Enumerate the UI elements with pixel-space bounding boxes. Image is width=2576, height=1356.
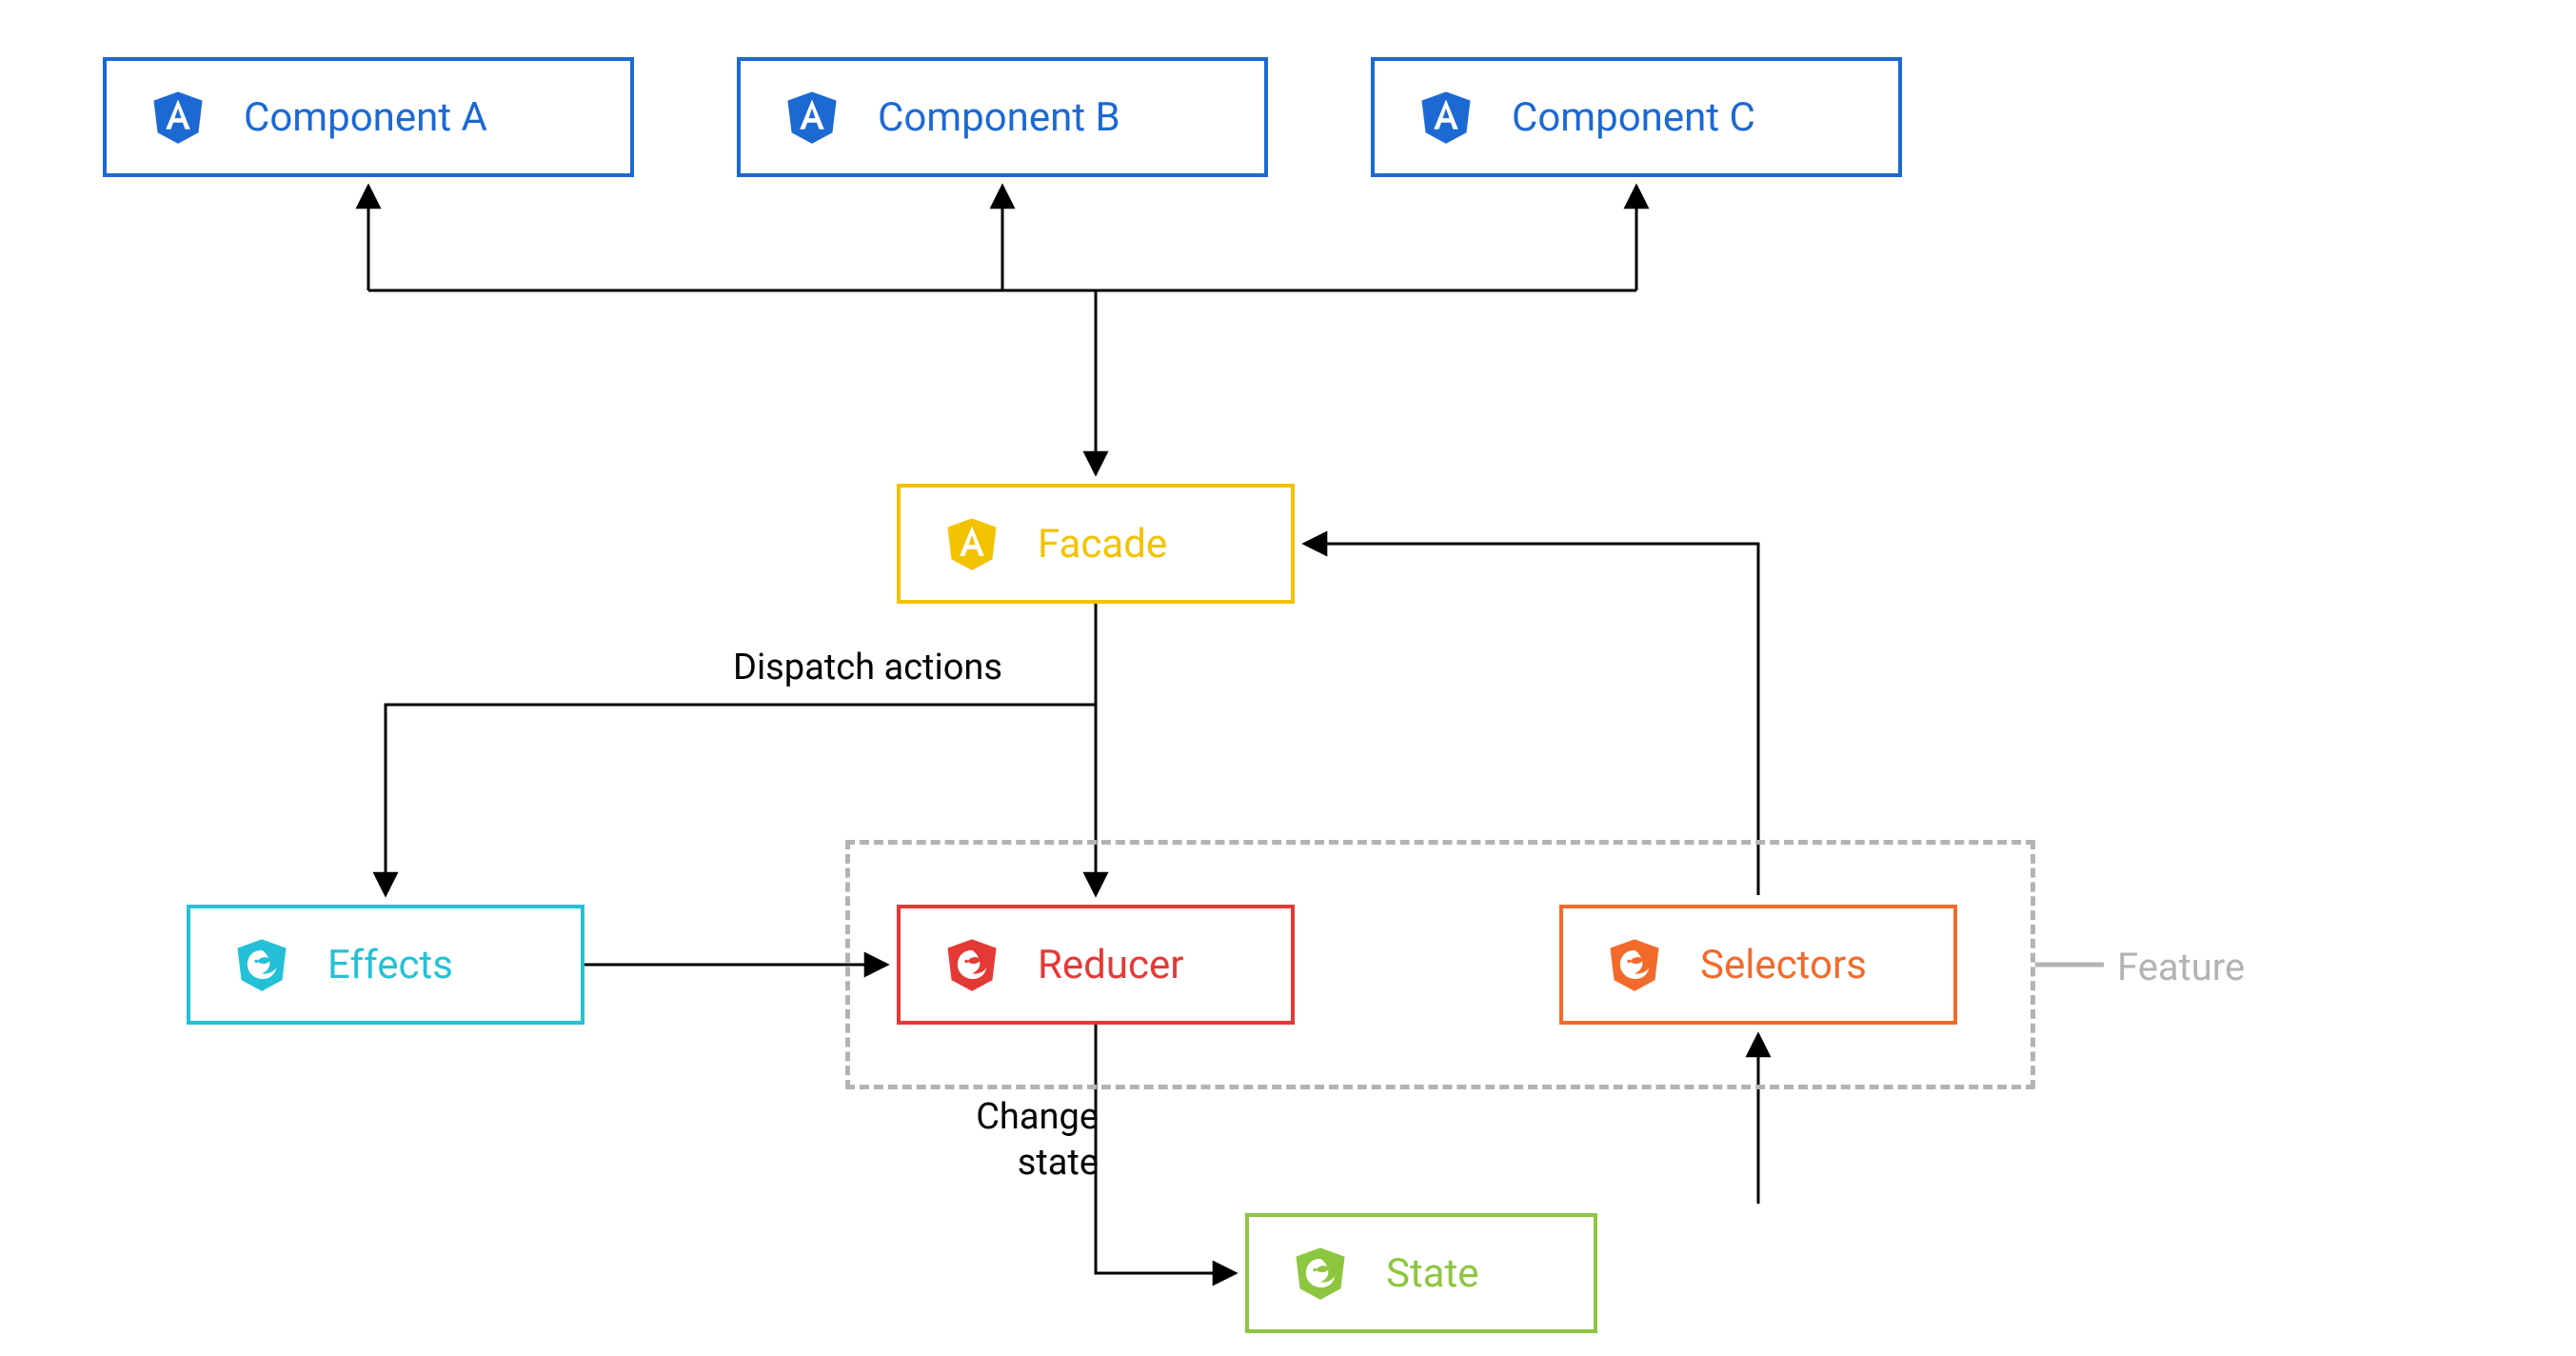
ngrx-icon [1607,937,1662,992]
angular-icon [150,90,206,145]
edge-label-change: Change state [956,1095,1099,1186]
connections-layer [0,0,2576,1356]
angular-icon [784,90,840,145]
node-label: Selectors [1700,942,1867,988]
edge-label-dispatch: Dispatch actions [733,646,1002,691]
ngrx-icon [1293,1246,1348,1301]
node-label: Component C [1512,94,1755,141]
node-label: Reducer [1038,942,1183,988]
feature-group-label: Feature [2117,945,2245,989]
node-label: Effects [327,942,453,988]
node-effects: Effects [187,905,585,1025]
node-facade: Facade [897,484,1295,604]
node-reducer: Reducer [897,905,1295,1025]
ngrx-icon [234,937,289,992]
node-label: Component B [878,94,1120,141]
node-selectors: Selectors [1559,905,1957,1025]
angular-icon [1418,90,1474,145]
node-state: State [1245,1213,1597,1333]
node-comp-c: Component C [1371,57,1902,177]
node-label: Component A [244,94,487,141]
node-label: Facade [1038,521,1167,568]
angular-icon [944,516,1000,571]
ngrx-icon [944,937,1000,992]
node-comp-a: Component A [103,57,634,177]
node-comp-b: Component B [737,57,1268,177]
diagram-canvas: Feature Component A Component B Componen… [0,0,2576,1356]
node-label: State [1386,1250,1479,1297]
